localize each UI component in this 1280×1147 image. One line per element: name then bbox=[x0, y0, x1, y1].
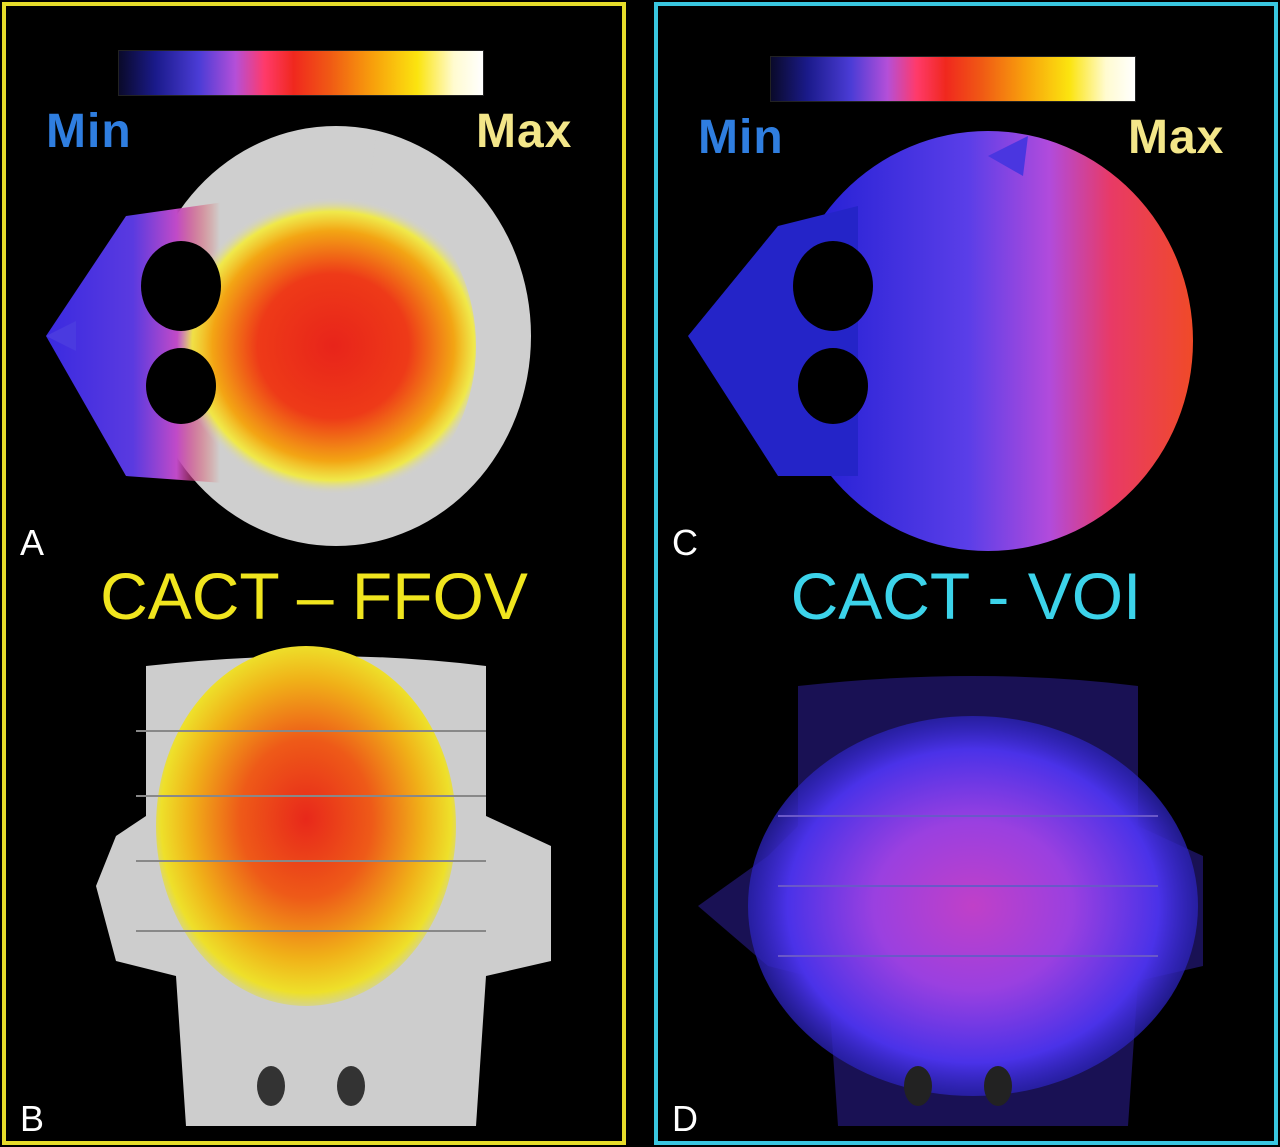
orbit-left bbox=[793, 241, 873, 331]
orbit-right bbox=[146, 348, 216, 424]
panel-letter-a: A bbox=[20, 522, 45, 563]
colorbar bbox=[770, 56, 1136, 102]
orbit-left bbox=[141, 241, 221, 331]
colorbar bbox=[118, 50, 484, 96]
colorbar-min-label: Min bbox=[698, 111, 784, 164]
panel-title: CACT – FFOV bbox=[100, 559, 528, 633]
dose-overlay-axial bbox=[56, 146, 476, 546]
scan-images-ffov bbox=[46, 126, 551, 1126]
colorbar-max-label: Max bbox=[1128, 111, 1225, 164]
panel-title: CACT - VOI bbox=[790, 559, 1142, 633]
scan-images-voi bbox=[688, 131, 1203, 1126]
panel-letter-b: B bbox=[20, 1098, 45, 1139]
panel-letter-c: C bbox=[672, 522, 698, 563]
dose-overlay-coronal bbox=[748, 716, 1198, 1096]
colorbar-max-label: Max bbox=[476, 105, 573, 158]
ear-shape bbox=[336, 136, 376, 176]
panel-cact-ffov: Min Max A CACT – FFOV B bbox=[2, 2, 626, 1145]
dose-overlay-coronal bbox=[156, 646, 456, 1006]
head-axial-overlay bbox=[783, 131, 1193, 551]
nose-tip bbox=[46, 321, 76, 351]
vertebra-right bbox=[337, 1066, 365, 1106]
vertebra-left bbox=[257, 1066, 285, 1106]
orbit-right bbox=[798, 348, 868, 424]
panel-letter-d: D bbox=[672, 1098, 698, 1139]
panel-cact-voi: Min Max C CACT - VOI D bbox=[654, 2, 1278, 1145]
colorbar-min-label: Min bbox=[46, 105, 132, 158]
